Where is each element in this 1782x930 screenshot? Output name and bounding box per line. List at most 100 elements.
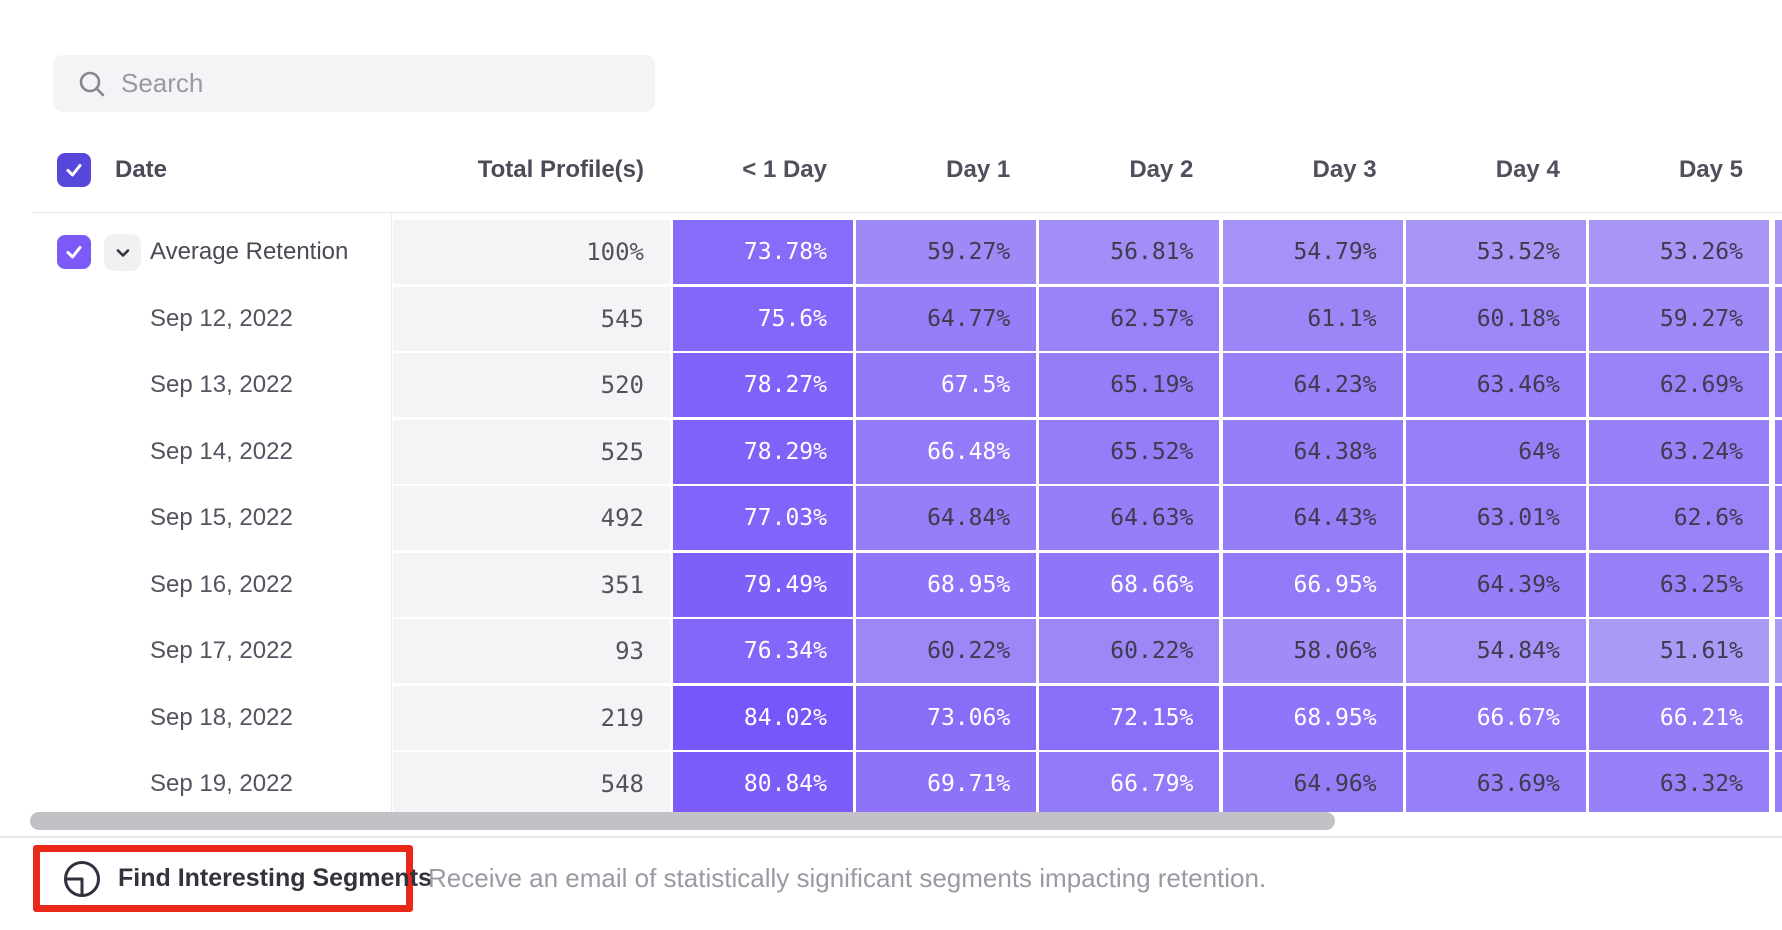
annotation-highlight-box: Find Interesting Segments (33, 845, 432, 912)
retention-cell[interactable]: 79.49% (673, 552, 853, 617)
retention-cell[interactable]: 63.69% (1405, 752, 1586, 812)
next-column-sliver (1775, 286, 1782, 351)
row-date-label: Sep 16, 2022 (150, 570, 293, 598)
column-header-day: < 1 Day (742, 156, 827, 183)
retention-row: Sep 19, 2022 548 80.84% 69.71% 66.79% 64.96% 6… (0, 752, 1782, 812)
retention-cell[interactable]: 78.27% (673, 353, 853, 417)
retention-cell[interactable]: 63.46% (1405, 353, 1586, 417)
average-retention-checkbox[interactable] (57, 235, 91, 269)
retention-table-body: Average Retention 100% 73.78% 59.27% 56.81% 5… (0, 213, 1782, 812)
retention-cell[interactable]: 73.78% (673, 220, 853, 284)
retention-cell[interactable]: 60.18% (1405, 286, 1586, 351)
retention-cell[interactable]: 51.61% (1589, 619, 1769, 683)
retention-cell[interactable]: 64.63% (1039, 486, 1220, 550)
total-profiles-cell: 219 (393, 685, 670, 750)
retention-cell[interactable]: 58.06% (1222, 619, 1403, 683)
retention-cell[interactable]: 62.57% (1039, 286, 1220, 351)
total-profiles-cell: 548 (393, 752, 670, 812)
retention-cell[interactable]: 60.22% (1039, 619, 1220, 683)
retention-cell[interactable]: 64.23% (1222, 353, 1403, 417)
footer-description: Receive an email of statistically signif… (428, 863, 1267, 893)
column-header-total-profiles: Total Profile(s) (477, 156, 644, 183)
next-column-sliver (1775, 353, 1782, 417)
retention-cell[interactable]: 84.02% (673, 685, 853, 750)
retention-cell[interactable]: 69.71% (856, 752, 1037, 812)
retention-cell[interactable]: 65.52% (1039, 419, 1220, 484)
total-profiles-cell: 545 (393, 286, 670, 351)
retention-row: Sep 15, 2022 492 77.03% 64.84% 64.63% 64.43% 6… (0, 486, 1782, 550)
retention-cell[interactable]: 80.84% (673, 752, 853, 812)
row-date-label: Sep 19, 2022 (150, 770, 293, 797)
retention-cell[interactable]: 63.01% (1405, 486, 1586, 550)
row-date-label: Sep 12, 2022 (150, 304, 293, 332)
next-column-sliver (1775, 685, 1782, 750)
retention-cell[interactable]: 62.6% (1589, 486, 1769, 550)
row-date-label: Sep 13, 2022 (150, 371, 293, 398)
retention-row: Sep 13, 2022 520 78.27% 67.5% 65.19% 64.23% 63… (0, 353, 1782, 417)
checkmark-icon (66, 164, 82, 177)
signal-icon (64, 860, 100, 897)
retention-cell[interactable]: 66.95% (1222, 552, 1403, 617)
next-column-sliver (1775, 486, 1782, 550)
next-column-sliver (1775, 752, 1782, 812)
retention-cell[interactable]: 66.67% (1405, 685, 1586, 750)
average-retention-row: Average Retention 100% 73.78% 59.27% 56.81% 5… (0, 220, 1782, 284)
retention-cell[interactable]: 53.52% (1405, 220, 1586, 284)
footer-divider (0, 836, 1782, 838)
horizontal-scrollbar-thumb[interactable] (30, 812, 1335, 830)
retention-cell[interactable]: 68.66% (1039, 552, 1220, 617)
retention-cell[interactable]: 59.27% (1589, 286, 1769, 351)
retention-cell[interactable]: 59.27% (856, 220, 1037, 284)
retention-cell[interactable]: 63.32% (1589, 752, 1769, 812)
retention-cell[interactable]: 64% (1405, 419, 1586, 484)
retention-cell[interactable]: 64.39% (1405, 552, 1586, 617)
next-column-sliver (1775, 419, 1782, 484)
retention-cell[interactable]: 78.29% (673, 419, 853, 484)
retention-cell[interactable]: 66.21% (1589, 685, 1769, 750)
retention-cell[interactable]: 63.24% (1589, 419, 1769, 484)
retention-cell[interactable]: 67.5% (856, 353, 1037, 417)
retention-cell[interactable]: 56.81% (1039, 220, 1220, 284)
retention-cell[interactable]: 62.69% (1589, 353, 1769, 417)
retention-row: Sep 12, 2022 545 75.6% 64.77% 62.57% 61.1% 60.… (0, 286, 1782, 351)
retention-cell[interactable]: 63.25% (1589, 552, 1769, 617)
next-column-sliver (1775, 552, 1782, 617)
expand-collapse-button[interactable] (104, 234, 141, 271)
retention-cell[interactable]: 66.48% (856, 419, 1037, 484)
retention-cell[interactable]: 72.15% (1039, 685, 1220, 750)
retention-cell[interactable]: 64.38% (1222, 419, 1403, 484)
retention-cell[interactable]: 64.84% (856, 486, 1037, 550)
search-input[interactable] (107, 55, 655, 112)
retention-cell[interactable]: 68.95% (856, 552, 1037, 617)
retention-cell[interactable]: 54.79% (1222, 220, 1403, 284)
find-interesting-segments-button[interactable]: Find Interesting Segments (62, 859, 432, 899)
header-divider (32, 212, 1782, 213)
retention-cell[interactable]: 60.22% (856, 619, 1037, 683)
retention-cell[interactable]: 64.77% (856, 286, 1037, 351)
retention-cell[interactable]: 76.34% (673, 619, 853, 683)
retention-cell[interactable]: 68.95% (1222, 685, 1403, 750)
retention-row: Sep 16, 2022 351 79.49% 68.95% 68.66% 66.95% 6… (0, 552, 1782, 617)
retention-cell[interactable]: 77.03% (673, 486, 853, 550)
retention-cell[interactable]: 64.96% (1222, 752, 1403, 812)
retention-cell[interactable]: 73.06% (856, 685, 1037, 750)
column-header-day: Day 5 (1678, 156, 1743, 183)
column-header-date: Date (115, 156, 168, 183)
retention-cell[interactable]: 64.43% (1222, 486, 1403, 550)
retention-row: Sep 18, 2022 219 84.02% 73.06% 72.15% 68.95% 6… (0, 685, 1782, 750)
retention-cell[interactable]: 61.1% (1222, 286, 1403, 351)
retention-cell[interactable]: 54.84% (1405, 619, 1586, 683)
retention-cell[interactable]: 53.26% (1589, 220, 1769, 284)
total-profiles-cell: 520 (393, 353, 670, 417)
next-column-sliver (1775, 619, 1782, 683)
row-date-label: Sep 17, 2022 (150, 637, 293, 664)
retention-cell[interactable]: 66.79% (1039, 752, 1220, 812)
total-profiles-cell: 100% (393, 220, 670, 284)
retention-row: Sep 14, 2022 525 78.29% 66.48% 65.52% 64.38% 6… (0, 419, 1782, 484)
retention-cell[interactable]: 75.6% (673, 286, 853, 351)
row-date-label: Sep 15, 2022 (150, 504, 293, 531)
total-profiles-cell: 525 (393, 419, 670, 484)
date-column-checkbox[interactable] (57, 153, 91, 187)
retention-cell[interactable]: 65.19% (1039, 353, 1220, 417)
